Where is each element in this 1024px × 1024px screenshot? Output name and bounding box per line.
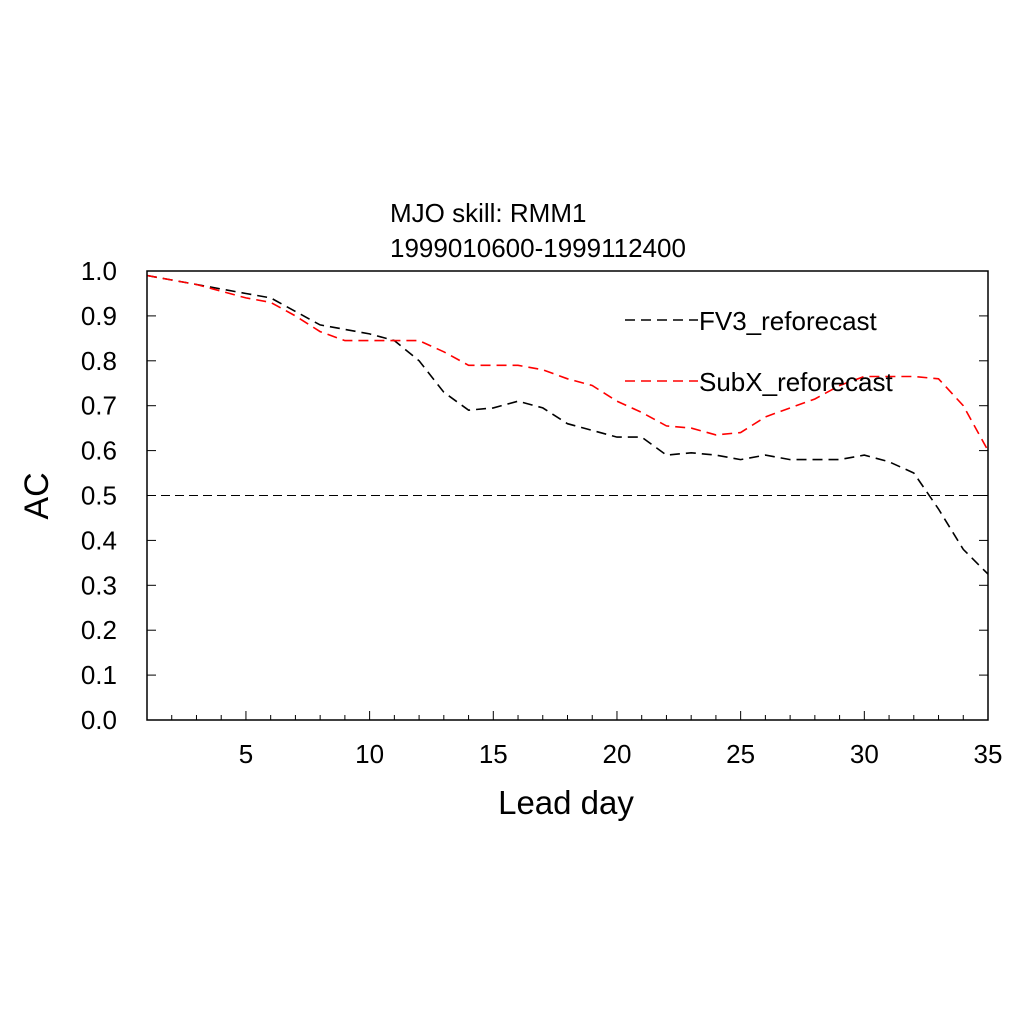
plot-frame <box>146 270 989 721</box>
chart-subtitle: 1999010600-1999112400 <box>390 233 686 263</box>
y-tick-label: 0.9 <box>81 301 117 331</box>
series-line-0 <box>146 274 989 575</box>
legend: FV3_reforecast SubX_reforecast <box>625 306 893 397</box>
y-tick-label: 0.5 <box>81 481 117 511</box>
chart-title: MJO skill: RMM1 <box>390 198 586 228</box>
x-axis-label: Lead day <box>498 784 634 821</box>
y-tick-label: 0.4 <box>81 525 117 555</box>
x-tick-labels: 5 10 15 20 25 30 35 <box>239 739 1003 769</box>
x-tick-label: 5 <box>239 739 253 769</box>
y-tick-label: 0.1 <box>81 660 117 690</box>
y-tick-label: 0.7 <box>81 391 117 421</box>
legend-label: FV3_reforecast <box>699 306 878 336</box>
x-tick-label: 30 <box>850 739 879 769</box>
series-lines <box>146 274 989 575</box>
series-line-1 <box>146 274 989 451</box>
y-tick-label: 0.8 <box>81 346 117 376</box>
y-tick-label: 1.0 <box>81 256 117 286</box>
y-tick-label: 0.3 <box>81 570 117 600</box>
y-tick-label: 0.6 <box>81 436 117 466</box>
x-tick-label: 25 <box>726 739 755 769</box>
y-axis-label: AC <box>18 472 56 519</box>
x-tick-label: 10 <box>355 739 384 769</box>
y-tick-labels: 0.0 0.1 0.2 0.3 0.4 0.5 0.6 0.7 0.8 0.9 1.0 <box>81 256 117 735</box>
y-tick-label: 0.2 <box>81 615 117 645</box>
x-tick-label: 20 <box>603 739 632 769</box>
x-tick-label: 15 <box>479 739 508 769</box>
x-tick-label: 35 <box>974 739 1003 769</box>
y-tick-label: 0.0 <box>81 705 117 735</box>
legend-label: SubX_reforecast <box>699 367 893 397</box>
